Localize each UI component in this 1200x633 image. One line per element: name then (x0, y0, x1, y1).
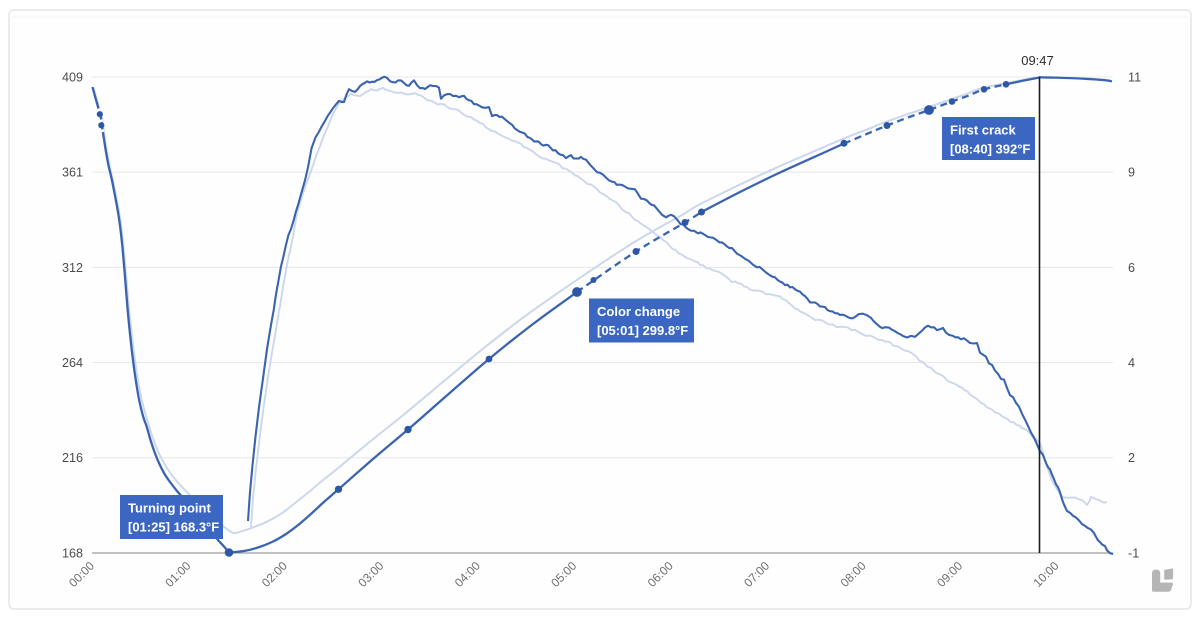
svg-text:409: 409 (62, 70, 83, 84)
svg-text:2: 2 (1128, 451, 1135, 465)
svg-text:264: 264 (62, 356, 83, 370)
svg-text:[08:40] 392°F: [08:40] 392°F (950, 142, 1030, 157)
svg-text:09:47: 09:47 (1021, 53, 1054, 68)
svg-text:9: 9 (1128, 166, 1135, 180)
svg-text:11: 11 (1128, 70, 1141, 84)
svg-text:Color change: Color change (597, 304, 680, 319)
svg-text:[01:25] 168.3°F: [01:25] 168.3°F (128, 520, 219, 535)
svg-text:-1: -1 (1128, 546, 1139, 560)
svg-text:Turning point: Turning point (128, 501, 211, 516)
svg-text:4: 4 (1128, 356, 1135, 370)
svg-text:168: 168 (62, 546, 83, 560)
svg-text:[05:01] 299.8°F: [05:01] 299.8°F (597, 323, 688, 338)
svg-text:361: 361 (62, 166, 83, 180)
svg-text:216: 216 (62, 451, 83, 465)
svg-text:312: 312 (62, 261, 83, 275)
svg-text:First crack: First crack (950, 123, 1017, 138)
svg-text:6: 6 (1128, 261, 1135, 275)
